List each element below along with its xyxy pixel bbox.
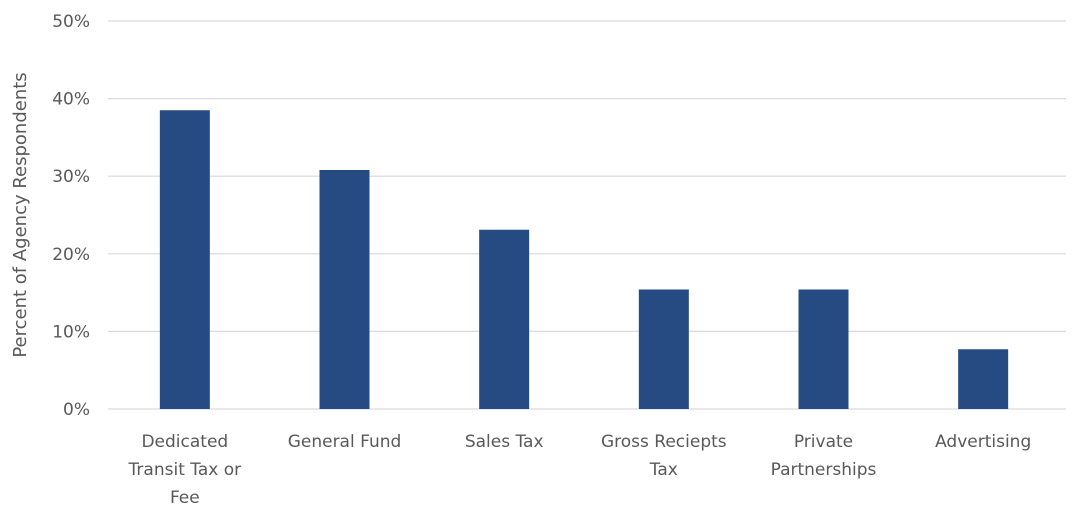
bar-4: [798, 289, 849, 409]
x-category-label: Advertising: [935, 432, 1031, 452]
x-category-label: General Fund: [288, 432, 402, 452]
bar-2: [479, 229, 530, 409]
y-tick-label: 20%: [52, 245, 90, 265]
x-category-label: Private Partnerships: [771, 432, 877, 480]
bars: [159, 110, 1009, 410]
bar-1: [319, 169, 370, 409]
y-tick-label: 10%: [52, 322, 90, 342]
y-tick-label: 40%: [52, 90, 90, 110]
bar-0: [159, 110, 210, 410]
y-axis-tick-labels: 0% 10% 20% 30% 40% 50%: [52, 12, 90, 420]
y-tick-label: 50%: [52, 12, 90, 32]
x-category-label: Dedicated Transit Tax or Fee: [128, 432, 242, 508]
x-axis-category-labels: Dedicated Transit Tax or Fee General Fund Sa…: [128, 432, 1032, 508]
bar-3: [638, 289, 689, 409]
y-tick-label: 30%: [52, 167, 90, 187]
gridlines: [108, 20, 1066, 410]
y-axis-title: Percent of Agency Respondents: [10, 72, 31, 357]
y-tick-label: 0%: [63, 400, 90, 420]
bar-5: [958, 349, 1009, 409]
x-category-label: Gross Reciepts Tax: [601, 432, 727, 480]
x-category-label: Sales Tax: [465, 432, 544, 452]
